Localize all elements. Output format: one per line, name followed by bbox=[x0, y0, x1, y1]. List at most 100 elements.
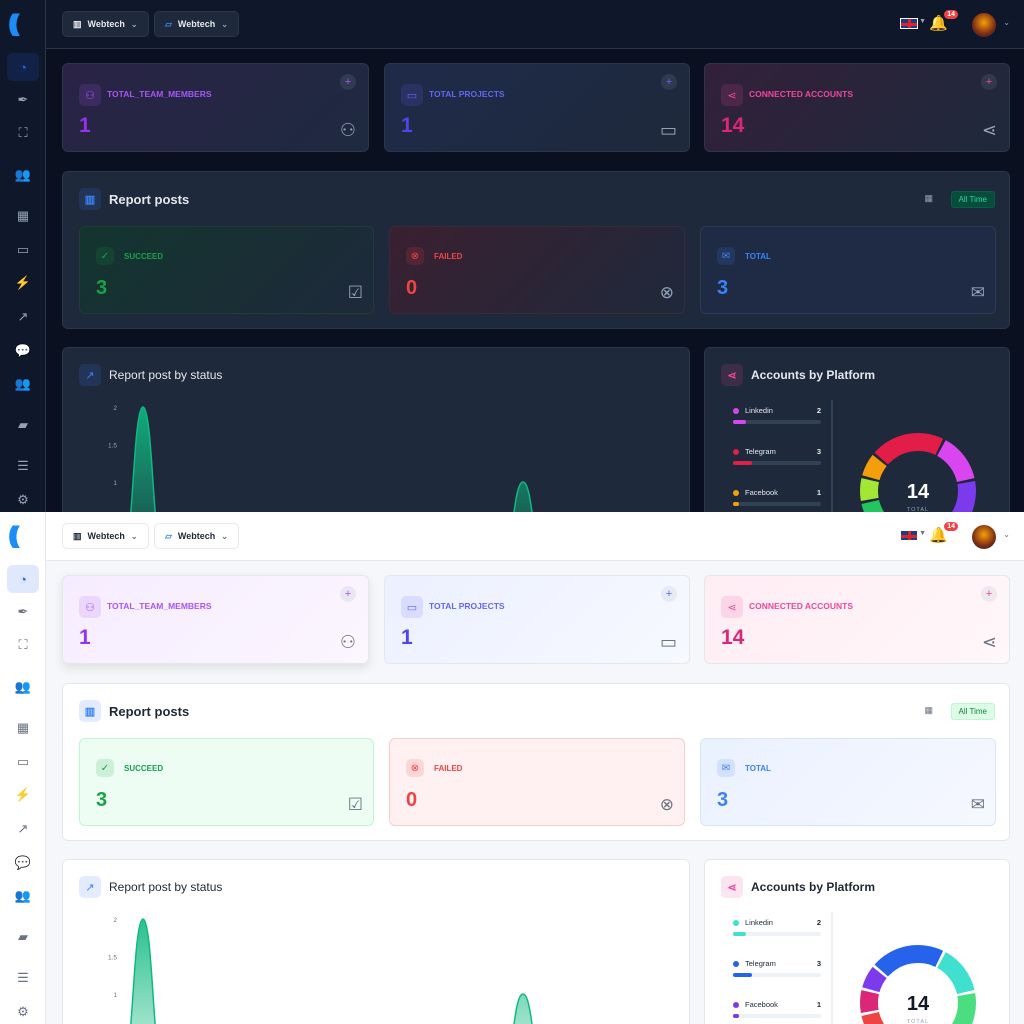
chevron-down-icon[interactable]: ⌄ bbox=[1003, 530, 1010, 539]
donut-segment[interactable] bbox=[949, 481, 976, 512]
sidebar-item-pen[interactable]: ✒ bbox=[7, 598, 39, 626]
user-avatar[interactable] bbox=[972, 525, 996, 549]
stat-card-projects: ▭ TOTAL PROJECTS 1 + ▭ bbox=[384, 575, 690, 664]
dashboard-icon: ◔ bbox=[19, 59, 27, 75]
app-logo[interactable]: ((( bbox=[8, 522, 20, 549]
stat-value: 1 bbox=[79, 626, 91, 649]
failed-card: ⊗ FAILED 0 ⊗ bbox=[389, 226, 685, 314]
user-avatar[interactable] bbox=[972, 13, 996, 37]
sidebar-item-comments[interactable]: 💬 bbox=[7, 849, 39, 877]
chevron-down-icon[interactable]: ⌄ bbox=[1003, 18, 1010, 27]
x-circle-icon: ⊗ bbox=[659, 283, 674, 302]
donut-segment[interactable] bbox=[949, 993, 976, 1024]
bell-icon[interactable]: 🔔 bbox=[929, 527, 948, 544]
sidebar-item-gear[interactable]: ⚙ bbox=[7, 486, 39, 512]
language-caret-icon[interactable]: ▼ bbox=[919, 18, 926, 25]
sidebar: ((( ◔ ✒ ⛶ 👥 ▦ ▭ ⚡ ↗ 💬 👥 ▰ ☰ ⚙ bbox=[0, 512, 46, 1024]
time-filter-badge[interactable]: All Time bbox=[950, 703, 995, 720]
report-posts-panel: ▥ Report posts ▦ All Time ✓ SUCCEED 3 ☑ ⊗… bbox=[62, 171, 1010, 329]
donut-segment[interactable] bbox=[862, 454, 887, 481]
sidebar-item-sitemap[interactable]: ⛶ bbox=[7, 631, 39, 659]
donut-segment[interactable] bbox=[862, 966, 887, 993]
workspace-select[interactable]: ▥ Webtech ⌄ bbox=[62, 523, 149, 549]
bar-chart-icon: ▥ bbox=[79, 700, 101, 722]
list-check-icon: ☰ bbox=[17, 970, 29, 985]
uk-flag-icon[interactable] bbox=[900, 530, 918, 541]
sidebar-item-calendar[interactable]: ▦ bbox=[7, 202, 39, 230]
project-select[interactable]: ▱ Webtech ⌄ bbox=[154, 11, 239, 37]
donut-segment[interactable] bbox=[861, 1011, 885, 1024]
sidebar-item-plug[interactable]: ⚡ bbox=[7, 781, 39, 809]
donut-segment[interactable] bbox=[860, 990, 879, 1014]
sidebar-item-gear[interactable]: ⚙ bbox=[7, 998, 39, 1024]
chevron-down-icon: ⌄ bbox=[221, 19, 228, 29]
sidebar-item-users[interactable]: 👥 bbox=[7, 161, 39, 189]
y-tick-label: 2 bbox=[113, 405, 117, 412]
time-filter-badge[interactable]: All Time bbox=[950, 191, 995, 208]
project-select[interactable]: ▱ Webtech ⌄ bbox=[154, 523, 239, 549]
sidebar-item-inbox[interactable]: ▭ bbox=[7, 236, 39, 264]
sidebar-item-chart-line[interactable]: ↗ bbox=[7, 815, 39, 843]
sidebar-item-folder[interactable]: ▰ bbox=[7, 411, 39, 439]
sidebar-item-list-check[interactable]: ☰ bbox=[7, 452, 39, 480]
y-tick-label: 1.5 bbox=[108, 443, 117, 450]
sidebar-item-chart-line[interactable]: ↗ bbox=[7, 303, 39, 331]
donut-segment[interactable] bbox=[861, 499, 885, 512]
sidebar-item-dashboard[interactable]: ◔ bbox=[7, 53, 39, 81]
failed-label: FAILED bbox=[434, 764, 463, 773]
sidebar-item-dashboard[interactable]: ◔ bbox=[7, 565, 39, 593]
notification-badge: 14 bbox=[944, 522, 958, 531]
add-team-member-button[interactable]: + bbox=[340, 586, 356, 602]
sidebar-item-sitemap[interactable]: ⛶ bbox=[7, 119, 39, 147]
workspace-select[interactable]: ▥ Webtech ⌄ bbox=[62, 11, 149, 37]
sidebar-item-calendar[interactable]: ▦ bbox=[7, 714, 39, 742]
donut-segment[interactable] bbox=[860, 478, 879, 502]
project-select-value: Webtech bbox=[177, 19, 216, 29]
share-icon: ⋖ bbox=[721, 876, 743, 898]
project-select-value: Webtech bbox=[177, 531, 216, 541]
y-tick-label: 1.5 bbox=[108, 955, 117, 962]
donut-total-label: TOTAL bbox=[907, 507, 929, 512]
panel-title: Report posts bbox=[109, 191, 190, 207]
calendar-icon[interactable]: ▦ bbox=[924, 705, 933, 715]
add-account-button[interactable]: + bbox=[981, 74, 997, 90]
stat-card-projects: ▭ TOTAL PROJECTS 1 + ▭ bbox=[384, 63, 690, 152]
users-icon: ⚇ bbox=[339, 120, 356, 140]
bell-icon[interactable]: 🔔 bbox=[929, 15, 948, 32]
legend-count: 1 bbox=[816, 1000, 821, 1009]
legend-bar-fill bbox=[733, 420, 746, 424]
sidebar-item-plug[interactable]: ⚡ bbox=[7, 269, 39, 297]
sidebar-item-user-group[interactable]: 👥 bbox=[7, 370, 39, 398]
sidebar-item-user-group[interactable]: 👥 bbox=[7, 882, 39, 910]
legend-bar-fill bbox=[733, 461, 752, 465]
uk-flag-icon[interactable] bbox=[900, 18, 918, 29]
sidebar-item-folder[interactable]: ▰ bbox=[7, 923, 39, 951]
building-icon: ▥ bbox=[73, 530, 82, 541]
share-icon: ⋖ bbox=[981, 632, 997, 652]
calendar-icon[interactable]: ▦ bbox=[924, 193, 933, 203]
sidebar-item-list-check[interactable]: ☰ bbox=[7, 964, 39, 992]
donut-segment[interactable] bbox=[874, 433, 944, 465]
plug-icon: ⚡ bbox=[14, 275, 32, 290]
comments-icon: 💬 bbox=[14, 343, 32, 358]
pen-icon: ✒ bbox=[17, 92, 29, 107]
add-team-member-button[interactable]: + bbox=[340, 74, 356, 90]
mail-icon: ✉ bbox=[970, 795, 985, 814]
add-project-button[interactable]: + bbox=[661, 74, 677, 90]
add-project-button[interactable]: + bbox=[661, 586, 677, 602]
app-logo[interactable]: ((( bbox=[8, 10, 20, 37]
add-account-button[interactable]: + bbox=[981, 586, 997, 602]
legend-dot bbox=[733, 961, 739, 967]
stat-label: CONNECTED ACCOUNTS bbox=[749, 89, 854, 99]
report-posts-panel: ▥ Report posts ▦ All Time ✓ SUCCEED 3 ☑ ⊗… bbox=[62, 683, 1010, 841]
language-caret-icon[interactable]: ▼ bbox=[919, 530, 926, 537]
legend-count: 2 bbox=[816, 918, 821, 927]
users-icon: 👥 bbox=[14, 679, 32, 694]
donut-segment[interactable] bbox=[937, 440, 975, 483]
sidebar-item-pen[interactable]: ✒ bbox=[7, 86, 39, 114]
sidebar-item-inbox[interactable]: ▭ bbox=[7, 748, 39, 776]
sidebar-item-users[interactable]: 👥 bbox=[7, 673, 39, 701]
donut-segment[interactable] bbox=[937, 952, 975, 995]
donut-segment[interactable] bbox=[874, 945, 944, 977]
sidebar-item-comments[interactable]: 💬 bbox=[7, 337, 39, 365]
